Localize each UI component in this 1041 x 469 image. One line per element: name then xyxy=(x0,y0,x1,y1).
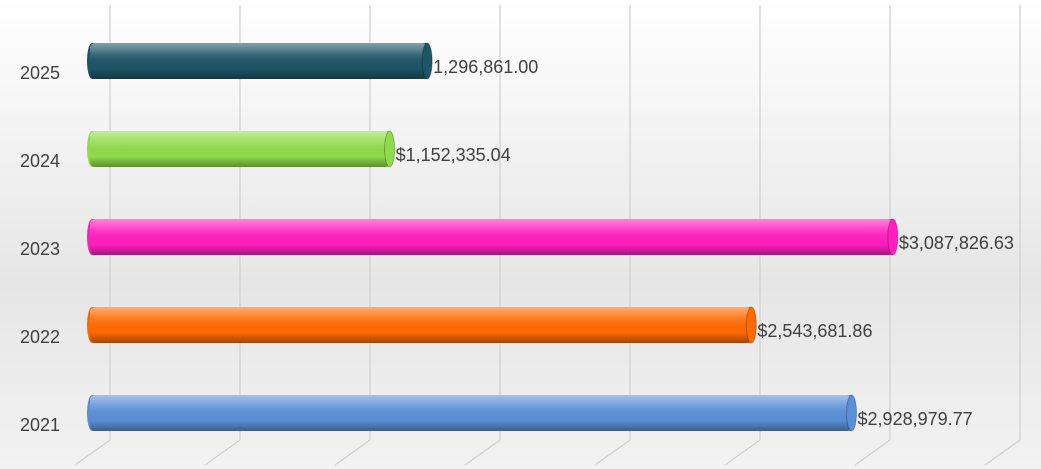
data-label: $1,152,335.04 xyxy=(396,145,511,165)
data-label: 1,296,861.00 xyxy=(433,57,538,77)
bar-cap xyxy=(887,218,899,256)
bar-cap xyxy=(384,130,396,168)
grid-line-floor xyxy=(984,439,1021,466)
bar-shade xyxy=(90,395,852,431)
bar-shade xyxy=(90,43,428,79)
bar-cap xyxy=(745,306,757,344)
bar-cap xyxy=(421,42,433,80)
data-label: $2,543,681.86 xyxy=(757,321,872,341)
bar-shade xyxy=(90,131,390,167)
grid-line-floor xyxy=(594,439,631,466)
grid-line-floor xyxy=(204,439,241,466)
data-label: $3,087,826.63 xyxy=(899,233,1014,253)
grid-line-floor xyxy=(854,439,891,466)
grid-line-floor xyxy=(724,439,761,466)
grid-line-floor xyxy=(464,439,501,466)
data-label: $2,928,979.77 xyxy=(858,409,973,429)
bar-shade xyxy=(90,307,752,343)
y-tick-label: 2023 xyxy=(20,239,60,259)
y-tick-label: 2025 xyxy=(20,63,60,83)
bar-cap xyxy=(846,394,858,432)
grid-line-floor xyxy=(74,439,111,466)
y-tick-label: 2021 xyxy=(20,415,60,435)
y-tick-label: 2024 xyxy=(20,151,60,171)
y-tick-label: 2022 xyxy=(20,327,60,347)
bar-shade xyxy=(90,219,893,255)
grid-line-floor xyxy=(334,439,371,466)
